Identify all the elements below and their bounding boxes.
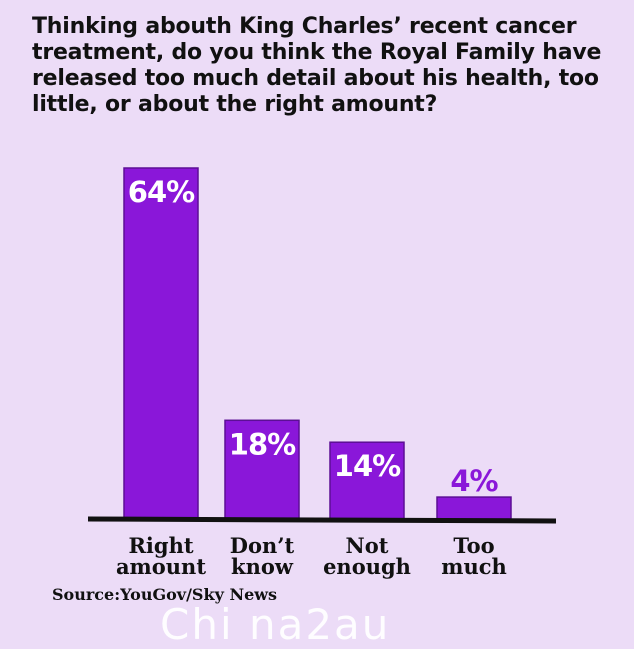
- data-label: 18%: [229, 427, 296, 461]
- bar: [123, 167, 199, 520]
- x-tick-label: Not: [346, 533, 389, 558]
- x-tick-label: much: [441, 554, 507, 579]
- bar: [224, 419, 300, 520]
- x-tick-label: enough: [323, 554, 411, 579]
- x-tick-label: Right: [128, 533, 193, 558]
- x-tick-label: Too: [453, 533, 494, 558]
- x-tick-label: amount: [116, 554, 206, 579]
- bar: [436, 496, 512, 520]
- x-axis-line: [87, 516, 557, 524]
- bar: [329, 441, 405, 520]
- chart-title: Thinking abouth King Charles’ recent can…: [32, 14, 602, 117]
- data-label: 4%: [450, 464, 498, 498]
- x-tick-label: Don’t: [230, 533, 295, 558]
- bars-group: 64% 18% 14% 4%: [123, 167, 512, 520]
- x-tick-label: know: [231, 554, 294, 579]
- source-note: Source:YouGov/Sky News: [52, 585, 278, 604]
- watermark: Chi na2au: [160, 600, 391, 649]
- data-label: 64%: [128, 175, 195, 209]
- data-label: 14%: [334, 449, 401, 483]
